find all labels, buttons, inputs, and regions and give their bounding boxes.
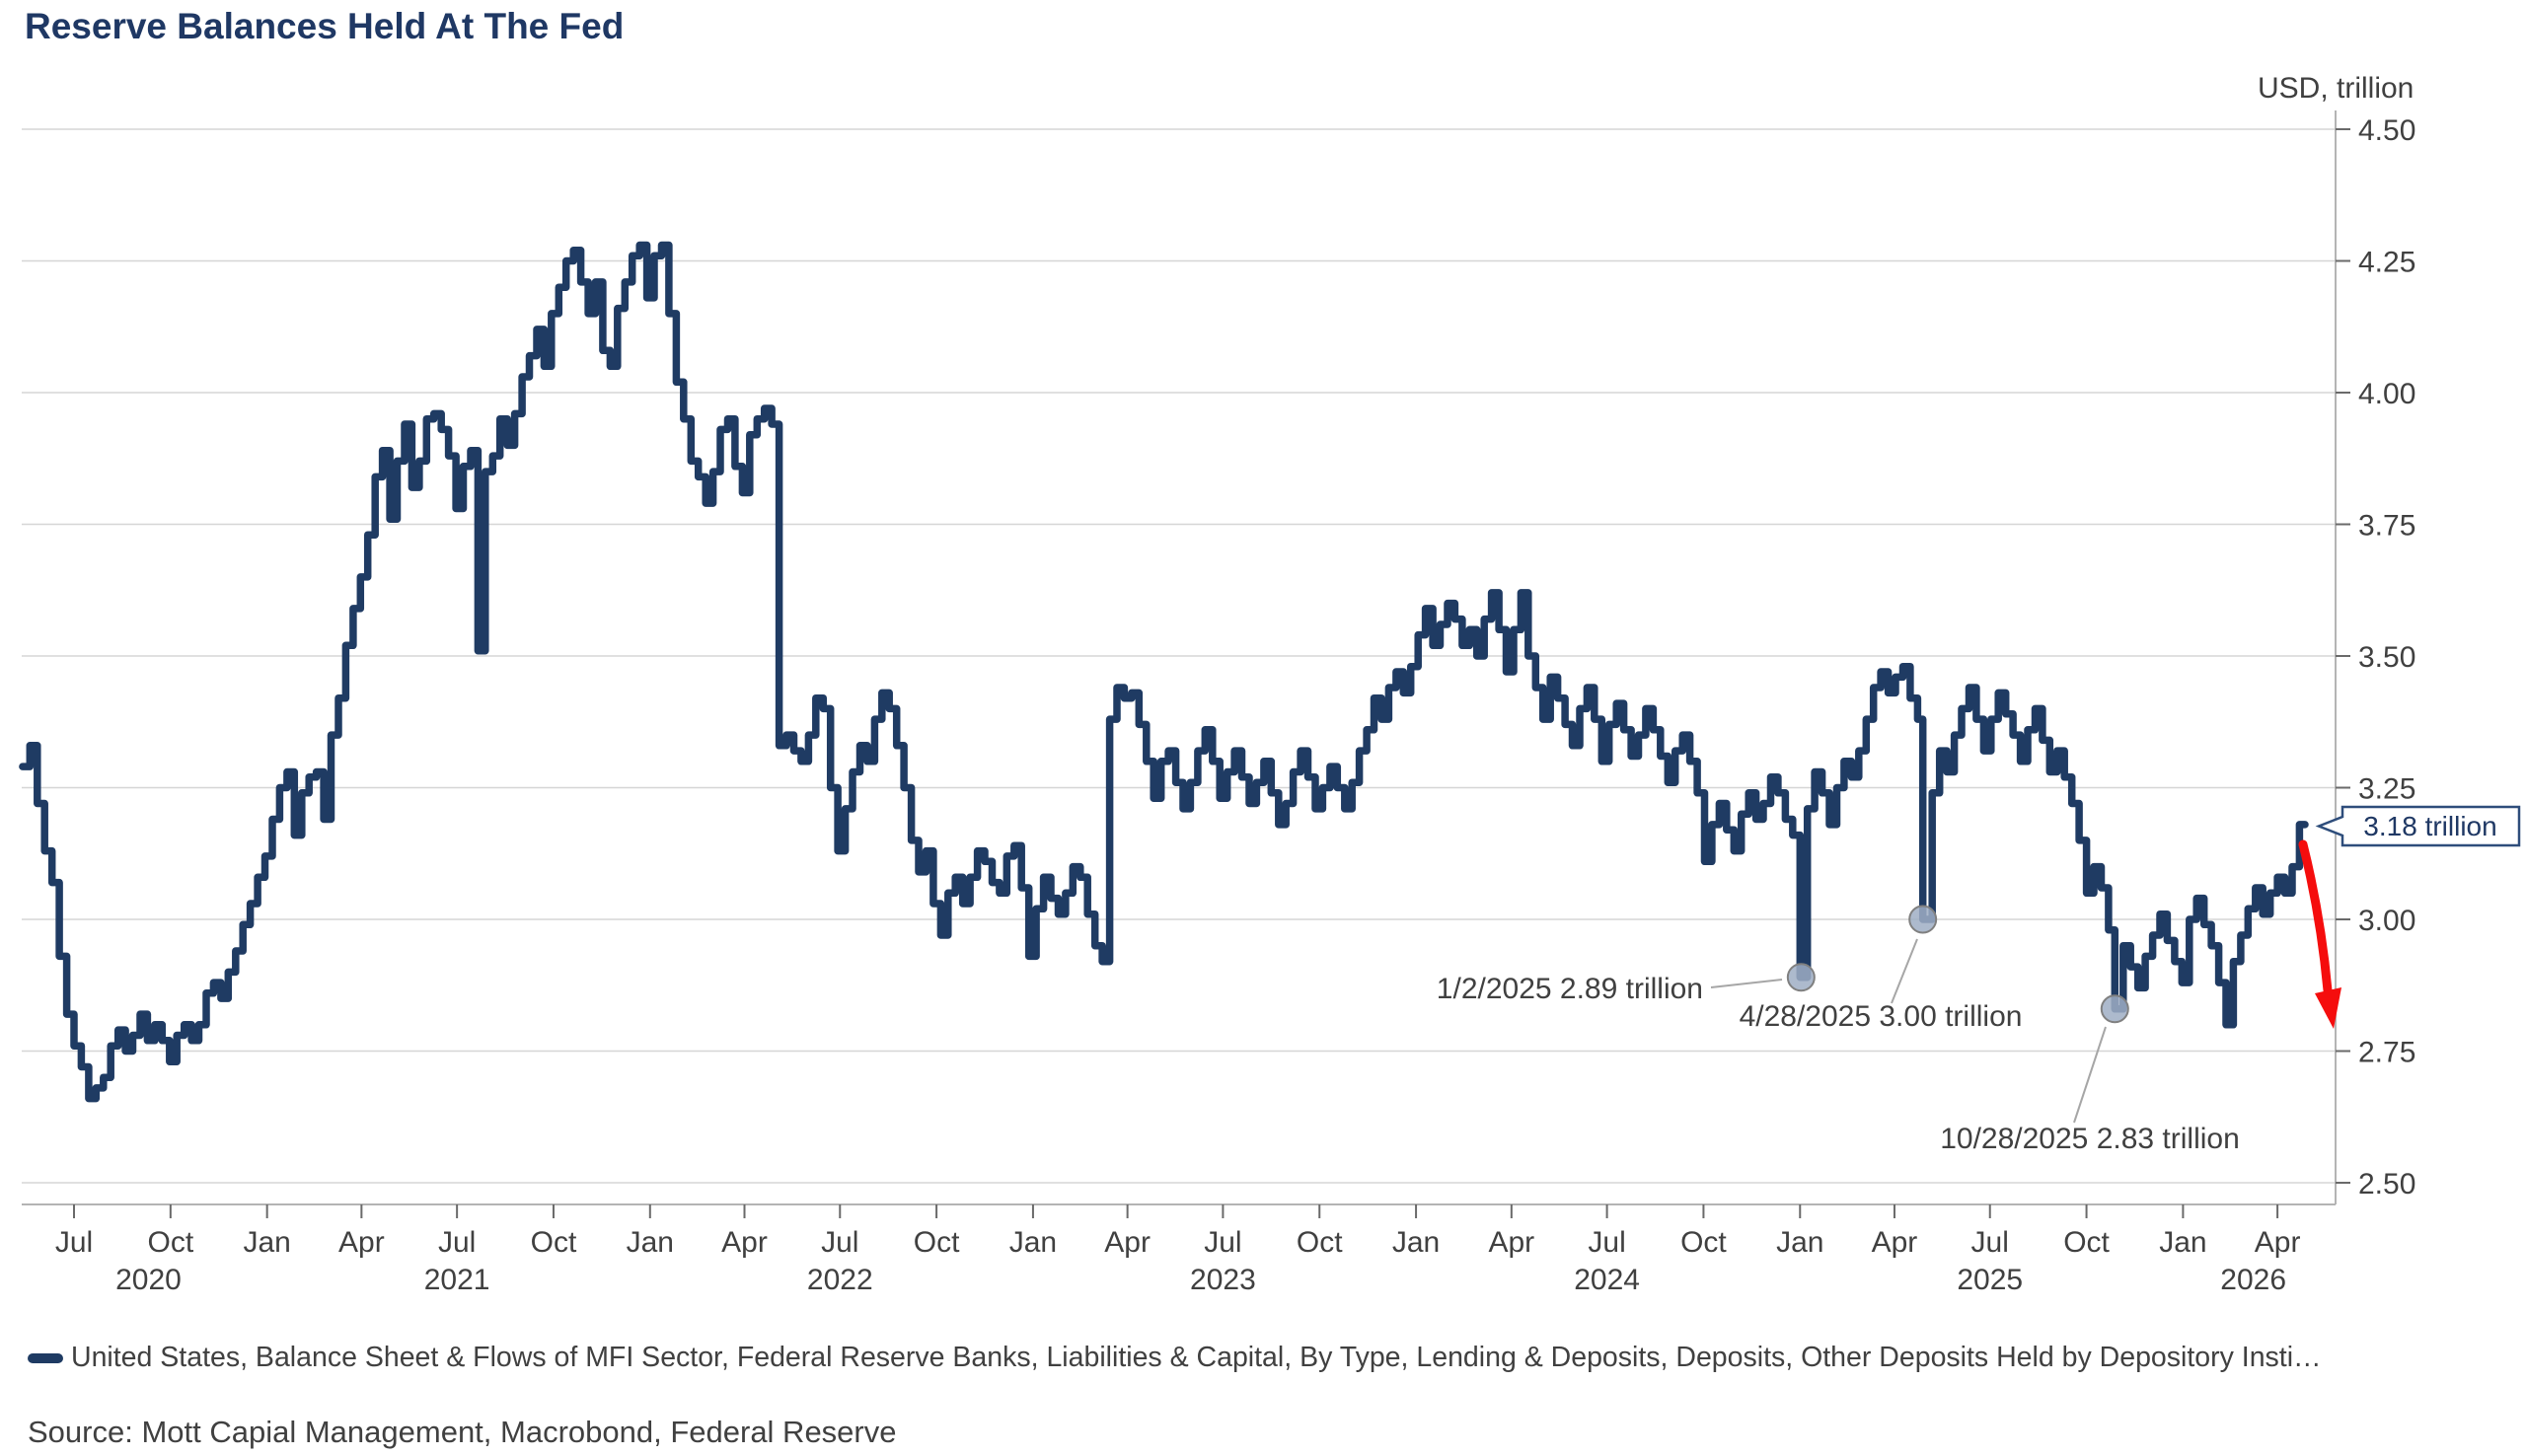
source-text: Source: Mott Capial Management, Macrobon… [28, 1415, 897, 1449]
x-tick-month-label: Apr [2255, 1226, 2301, 1259]
annotation-label: 1/2/2025 2.89 trillion [1437, 973, 1703, 1005]
x-tick-month-label: Jul [1588, 1226, 1625, 1259]
y-tick-label: 2.75 [2358, 1037, 2415, 1069]
x-axis-ticks: Jul Oct Jan Apr Jul Oct Jan Apr Jul Oct Jan Apr Jul O… [55, 1204, 2301, 1296]
x-tick-month-label: Jul [55, 1226, 93, 1259]
annotation-marker [1786, 963, 1816, 992]
x-tick-month-label: Jul [1971, 1226, 2009, 1259]
last-value-callout [2315, 805, 2521, 847]
y-tick-label: 3.00 [2358, 905, 2415, 937]
last-value-callout-text: 3.18 trillion [2363, 811, 2496, 841]
y-tick-label: 2.50 [2358, 1168, 2415, 1201]
x-tick-month-label: Oct [531, 1226, 577, 1259]
x-tick-year-label: 2024 [1574, 1264, 1640, 1296]
y-tick-label: 3.25 [2358, 773, 2415, 806]
annotation-leader-line [1710, 979, 1783, 988]
annotation-label: 4/28/2025 3.00 trillion [1740, 1000, 2023, 1033]
annotation-leader-line [1891, 938, 1918, 1004]
x-tick-month-label: Oct [914, 1226, 960, 1259]
annotation-marker [2100, 994, 2129, 1024]
y-axis-unit-label: USD, trillion [2258, 72, 2414, 105]
x-tick-month-label: Jul [821, 1226, 858, 1259]
legend-label: United States, Balance Sheet & Flows of … [71, 1342, 2322, 1373]
x-tick-month-label: Jul [438, 1226, 476, 1259]
x-tick-month-label: Jan [2159, 1226, 2206, 1259]
x-tick-month-label: Jan [1392, 1226, 1440, 1259]
legend: United States, Balance Sheet & Flows of … [28, 1342, 2518, 1374]
annotations: 1/2/2025 2.89 trillion 4/28/2025 3.00 tri… [1437, 905, 2240, 1155]
x-tick-year-label: 2020 [115, 1264, 182, 1296]
x-tick-month-label: Oct [1297, 1226, 1343, 1259]
y-tick-label: 3.75 [2358, 510, 2415, 543]
x-tick-month-label: Apr [1104, 1226, 1151, 1259]
chart-title: Reserve Balances Held At The Fed [25, 6, 625, 46]
x-tick-year-label: 2026 [2220, 1264, 2286, 1296]
y-tick-label: 4.00 [2358, 378, 2415, 410]
x-tick-month-label: Jan [1776, 1226, 1823, 1259]
x-tick-month-label: Apr [338, 1226, 385, 1259]
x-tick-month-label: Oct [1680, 1226, 1727, 1259]
x-tick-month-label: Oct [2063, 1226, 2110, 1259]
x-tick-month-label: Apr [1872, 1226, 1918, 1259]
data-series [19, 241, 2309, 1103]
annotation-label: 10/28/2025 2.83 trillion [1940, 1123, 2240, 1155]
legend-line-swatch-icon [28, 1352, 63, 1363]
x-tick-year-label: 2025 [1957, 1264, 2023, 1296]
red-down-arrow-icon [2298, 839, 2333, 995]
x-tick-month-label: Oct [147, 1226, 193, 1259]
x-tick-month-label: Apr [721, 1226, 768, 1259]
x-tick-year-label: 2023 [1190, 1264, 1256, 1296]
x-tick-month-label: Apr [1488, 1226, 1534, 1259]
y-tick-label: 3.50 [2358, 641, 2415, 674]
x-tick-month-label: Jan [627, 1226, 674, 1259]
series-line [19, 241, 2309, 1103]
red-down-arrowhead-icon [2315, 987, 2341, 1029]
x-tick-year-label: 2022 [807, 1264, 873, 1296]
x-tick-month-label: Jan [243, 1226, 290, 1259]
y-tick-label: 4.25 [2358, 247, 2415, 279]
x-tick-month-label: Jul [1204, 1226, 1241, 1259]
x-tick-month-label: Jan [1009, 1226, 1057, 1259]
y-axis-ticks: 4.50 4.25 4.00 3.75 3.50 3.25 3.00 2.75 2.50 [2336, 114, 2415, 1201]
annotation-marker [1908, 905, 1938, 934]
y-tick-label: 4.50 [2358, 114, 2415, 147]
gridlines [22, 128, 2336, 1184]
annotation-leader-line [2073, 1026, 2107, 1124]
x-tick-year-label: 2021 [424, 1264, 490, 1296]
